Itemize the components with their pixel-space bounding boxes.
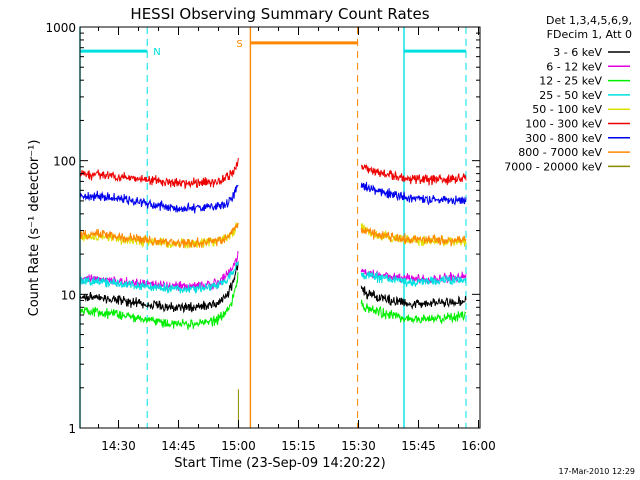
series-4-segment-1 xyxy=(360,223,467,247)
x-tick-label-5: 15:45 xyxy=(401,439,436,453)
legend-header-line-1: Det 1,3,4,5,6,9, xyxy=(546,14,632,27)
series-3-segment-0 xyxy=(79,261,239,294)
timestamp: 17-Mar-2010 12:29 xyxy=(559,467,636,476)
y-tick-label-0: 1 xyxy=(68,422,76,436)
x-tick-label-3: 15:15 xyxy=(281,439,316,453)
x-tick-label-2: 15:00 xyxy=(221,439,256,453)
series-5-segment-1 xyxy=(360,164,467,186)
legend-label-2: 12 - 25 keV xyxy=(539,75,602,88)
plot-frame xyxy=(79,26,481,429)
series-5-segment-0 xyxy=(79,157,239,190)
series-7-segment-0 xyxy=(79,222,239,249)
series-3-segment-1 xyxy=(360,271,467,288)
x-tick-label-6: 16:00 xyxy=(461,439,496,453)
legend-label-5: 100 - 300 keV xyxy=(525,118,602,131)
legend-label-3: 25 - 50 keV xyxy=(539,89,602,102)
series-6-segment-0 xyxy=(79,185,239,214)
legend-header-line-2: FDecim 1, Att 0 xyxy=(547,28,632,41)
y-axis-label: Count Rate (s⁻¹ detector⁻¹) xyxy=(27,140,42,317)
y-tick-label-1: 10 xyxy=(61,288,76,302)
x-tick-label-4: 15:30 xyxy=(341,439,376,453)
plot-area: NS xyxy=(79,27,467,428)
series-6-segment-1 xyxy=(360,181,467,206)
series-0-segment-1 xyxy=(360,285,467,310)
series-0-segment-0 xyxy=(79,261,239,314)
series-2-segment-1 xyxy=(360,299,467,325)
y-tick-label-2: 100 xyxy=(53,155,76,169)
x-tick-label-0: 14:30 xyxy=(101,439,136,453)
y-tick-label-3: 1000 xyxy=(45,21,76,35)
flag-S-label: S xyxy=(236,39,242,50)
legend-label-4: 50 - 100 keV xyxy=(532,103,602,116)
series-2-segment-0 xyxy=(79,272,239,330)
x-axis-label: Start Time (23-Sep-09 14:20:22) xyxy=(174,456,385,471)
y-axis: 1 10 100 1000 xyxy=(45,21,480,436)
series-4-segment-0 xyxy=(79,221,239,249)
x-axis: 14:30 14:45 15:00 15:15 15:30 15:45 16:00 xyxy=(98,27,496,453)
legend: Det 1,3,4,5,6,9, FDecim 1, Att 0 3 - 6 k… xyxy=(504,14,632,173)
legend-label-6: 300 - 800 keV xyxy=(525,132,602,145)
series-7-segment-1 xyxy=(360,226,467,247)
chart-title: HESSI Observing Summary Count Rates xyxy=(130,5,429,23)
flag-N-label: N xyxy=(153,47,160,58)
legend-label-1: 6 - 12 keV xyxy=(546,60,602,73)
x-tick-label-1: 14:45 xyxy=(161,439,196,453)
legend-label-0: 3 - 6 keV xyxy=(553,46,602,59)
legend-label-8: 7000 - 20000 keV xyxy=(504,160,602,173)
legend-label-7: 800 - 7000 keV xyxy=(518,146,602,159)
